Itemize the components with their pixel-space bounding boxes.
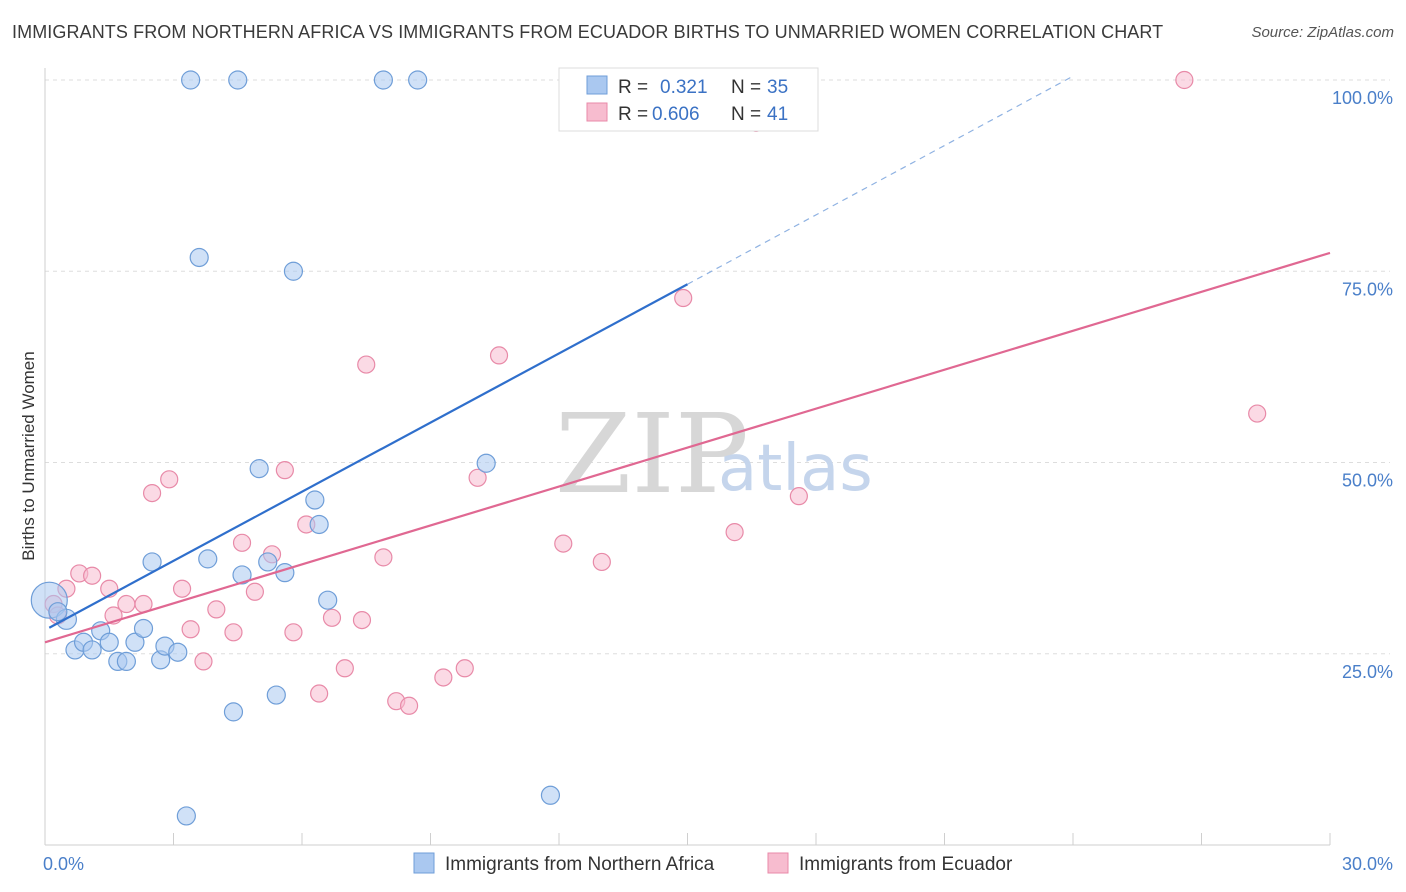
legend-n-value-2: 41 xyxy=(767,104,788,125)
northern-africa-trend-line xyxy=(48,283,689,629)
bottom-legend-swatch-blue xyxy=(413,852,435,874)
top-legend: R = 0.321 N = 35 R = 0.606 N = 41 xyxy=(558,67,819,132)
northern-africa-point xyxy=(258,552,278,572)
ecuador-point xyxy=(468,468,487,487)
ecuador-point xyxy=(207,600,226,619)
northern-africa-point xyxy=(99,632,119,652)
ecuador-point xyxy=(357,355,376,374)
watermark: ZIP atlas xyxy=(555,390,873,518)
legend-r-value-2: 0.606 xyxy=(652,104,700,125)
northern-africa-point xyxy=(125,632,145,652)
northern-africa-point xyxy=(223,702,244,722)
northern-africa-point xyxy=(232,565,252,585)
ecuador-point xyxy=(194,652,213,671)
northern-africa-point xyxy=(181,70,201,90)
axes xyxy=(44,68,1331,846)
ecuador-point xyxy=(674,288,693,308)
northern-africa-point xyxy=(48,602,68,622)
legend-n-value-1: 35 xyxy=(767,77,788,98)
northern-africa-point xyxy=(309,514,329,535)
ecuador-point xyxy=(224,623,243,642)
ecuador-point xyxy=(1175,70,1194,90)
northern-africa-trend-extension xyxy=(687,75,1074,285)
y-tick-label: 100.0% xyxy=(1332,88,1393,108)
bottom-legend: Immigrants from Northern Africa Immigran… xyxy=(413,852,1013,875)
x-tick-labels: 0.0% 30.0% xyxy=(43,854,1393,874)
northern-africa-point xyxy=(373,70,393,90)
ecuador-point xyxy=(142,484,162,503)
northern-africa-point xyxy=(228,70,248,90)
ecuador-point xyxy=(117,594,136,614)
ecuador-point xyxy=(374,548,393,567)
ecuador-point xyxy=(160,470,179,489)
northern-africa-point xyxy=(305,490,325,510)
northern-africa-point xyxy=(540,785,561,805)
trend-lines xyxy=(44,75,1331,644)
y-tick-label: 75.0% xyxy=(1342,279,1393,299)
legend-n-label-1: N = xyxy=(731,77,761,98)
bottom-legend-label-ecuador: Immigrants from Ecuador xyxy=(799,854,1013,875)
y-tick-label: 25.0% xyxy=(1342,662,1393,682)
bottom-legend-label-northern-africa: Immigrants from Northern Africa xyxy=(445,854,715,875)
legend-r-label-2: R = xyxy=(618,104,648,125)
chart-title: IMMIGRANTS FROM NORTHERN AFRICA VS IMMIG… xyxy=(12,22,1164,42)
northern-africa-point xyxy=(283,261,304,281)
northern-africa-point xyxy=(318,590,338,610)
ecuador-point xyxy=(232,533,252,552)
ecuador-point xyxy=(592,552,611,572)
northern-africa-point xyxy=(176,806,196,826)
northern-africa-point xyxy=(142,552,162,572)
northern-africa-point xyxy=(408,70,428,90)
gridlines xyxy=(45,79,1390,655)
legend-swatch-pink xyxy=(586,102,608,122)
ecuador-point xyxy=(1248,404,1267,423)
ecuador-point xyxy=(455,659,474,678)
y-tick-labels: 25.0% 50.0% 75.0% 100.0% xyxy=(1332,88,1393,682)
northern-africa-point xyxy=(275,563,295,583)
watermark-zip: ZIP xyxy=(555,390,749,518)
ecuador-point xyxy=(399,696,419,715)
legend-r-label-1: R = xyxy=(618,77,648,98)
ecuador-point xyxy=(284,623,303,642)
legend-r-value-1: 0.321 xyxy=(660,77,708,98)
ecuador-point xyxy=(489,346,509,365)
ecuador-point xyxy=(352,610,372,630)
ecuador-point xyxy=(335,659,354,678)
ecuador-point xyxy=(172,579,192,598)
ecuador-point xyxy=(554,534,573,553)
northern-africa-point xyxy=(82,640,102,660)
northern-africa-point xyxy=(116,651,136,672)
ecuador-point xyxy=(434,668,453,687)
northern-africa-point xyxy=(198,549,218,569)
ecuador-point xyxy=(83,566,102,585)
northern-africa-point xyxy=(249,459,269,479)
northern-africa-point xyxy=(133,618,154,639)
legend-n-label-2: N = xyxy=(731,104,761,125)
ecuador-point xyxy=(181,620,200,639)
ecuador-point xyxy=(245,582,264,601)
northern-africa-point xyxy=(266,685,286,705)
ecuador-point xyxy=(310,684,329,703)
x-tick-label: 30.0% xyxy=(1342,854,1393,874)
northern-africa-point xyxy=(476,453,496,473)
bottom-legend-swatch-pink xyxy=(767,852,789,874)
ecuador-point xyxy=(789,487,808,506)
series-northern-africa-points xyxy=(30,70,561,826)
source-label: Source: ZipAtlas.com xyxy=(1251,24,1394,41)
legend-swatch-blue xyxy=(586,75,608,95)
northern-africa-point xyxy=(168,642,188,662)
ecuador-point xyxy=(725,523,744,542)
ecuador-point xyxy=(322,608,342,627)
x-tick-label: 0.0% xyxy=(43,854,84,874)
ecuador-trend-line xyxy=(44,251,1331,644)
ecuador-point xyxy=(275,461,294,480)
y-tick-label: 50.0% xyxy=(1342,471,1393,491)
northern-africa-point xyxy=(189,247,209,268)
y-axis-label: Births to Unmarried Women xyxy=(19,351,38,560)
